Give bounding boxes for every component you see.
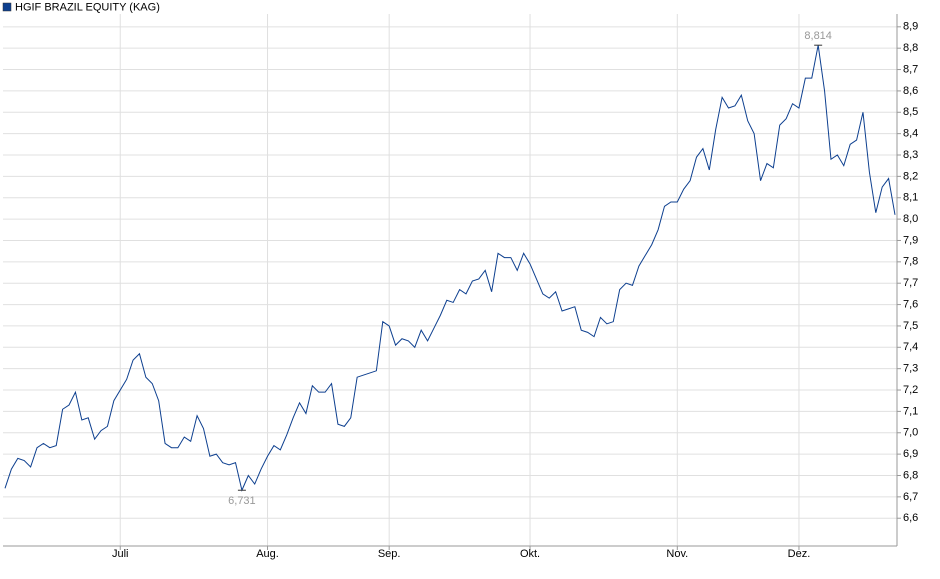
x-tick-label: Dez. xyxy=(788,548,811,560)
y-tick-label: 7,0 xyxy=(903,427,918,439)
y-tick-label: 8,0 xyxy=(903,213,918,225)
y-tick-label: 7,3 xyxy=(903,363,918,375)
y-tick-label: 7,1 xyxy=(903,405,918,417)
x-tick-label: Sep. xyxy=(378,548,401,560)
y-tick-label: 7,8 xyxy=(903,256,918,268)
marks: 6,731 8,814 xyxy=(4,30,896,507)
legend-label: HGIF BRAZIL EQUITY (KAG) xyxy=(15,1,160,13)
y-tick-label: 6,9 xyxy=(903,448,918,460)
y-tick-label: 8,1 xyxy=(903,192,918,204)
y-tick-label: 8,3 xyxy=(903,149,918,161)
grid xyxy=(3,14,897,546)
y-tick-label: 7,2 xyxy=(903,384,918,396)
x-tick-label: Nov. xyxy=(666,548,688,560)
y-tick-label: 7,4 xyxy=(903,341,918,353)
y-tick-label: 8,6 xyxy=(903,85,918,97)
y-tick-label: 7,5 xyxy=(903,320,918,332)
x-tick-label: Okt. xyxy=(520,548,540,560)
y-tick-label: 8,7 xyxy=(903,63,918,75)
price-line xyxy=(4,45,896,492)
y-tick-label: 8,9 xyxy=(903,21,918,33)
y-tick-label: 6,8 xyxy=(903,469,918,481)
value-label: 8,814 xyxy=(804,30,832,42)
y-tick-label: 6,7 xyxy=(903,491,918,503)
y-tick-label: 7,6 xyxy=(903,298,918,310)
x-tick-label: Aug. xyxy=(256,548,279,560)
y-tick-label: 8,8 xyxy=(903,42,918,54)
y-tick-label: 7,7 xyxy=(903,277,918,289)
y-tick-label: 6,6 xyxy=(903,512,918,524)
x-tick-label: Juli xyxy=(112,548,129,560)
y-tick-label: 7,9 xyxy=(903,234,918,246)
legend-swatch xyxy=(2,2,12,12)
y-tick-label: 8,2 xyxy=(903,170,918,182)
y-tick-label: 8,4 xyxy=(903,128,918,140)
value-label: 6,731 xyxy=(228,495,256,507)
y-tick-label: 8,5 xyxy=(903,106,918,118)
